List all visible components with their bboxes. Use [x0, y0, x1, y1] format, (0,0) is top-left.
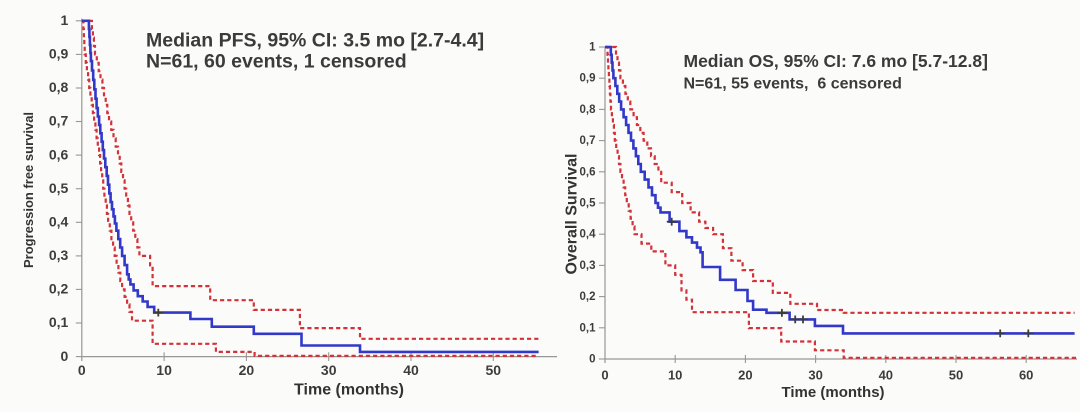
svg-text:0,4: 0,4 [580, 229, 597, 241]
svg-text:0,2: 0,2 [580, 291, 596, 303]
svg-text:0,6: 0,6 [49, 146, 69, 162]
svg-text:30: 30 [808, 367, 822, 382]
svg-text:Overall Survival: Overall Survival [564, 154, 581, 275]
svg-text:Median PFS, 95% CI: 3.5 mo [2.: Median PFS, 95% CI: 3.5 mo [2.7-4.4] [146, 29, 484, 51]
svg-text:20: 20 [239, 362, 255, 378]
svg-text:0,3: 0,3 [49, 247, 69, 263]
svg-text:0: 0 [589, 354, 595, 366]
svg-text:0,1: 0,1 [49, 314, 69, 330]
svg-text:0,9: 0,9 [580, 73, 596, 85]
svg-text:Median OS, 95% CI: 7.6 mo [5.7: Median OS, 95% CI: 7.6 mo [5.7-12.8] [684, 51, 988, 71]
svg-text:40: 40 [403, 362, 419, 378]
svg-text:0,7: 0,7 [49, 113, 69, 129]
svg-text:0,6: 0,6 [580, 166, 596, 178]
svg-text:0,8: 0,8 [580, 104, 597, 116]
svg-text:N=61, 60 events, 1 censored: N=61, 60 events, 1 censored [146, 51, 407, 73]
svg-text:N=61, 55 events, 6 censored: N=61, 55 events, 6 censored [684, 76, 902, 93]
svg-text:40: 40 [879, 367, 893, 382]
svg-text:Time (months): Time (months) [781, 384, 884, 401]
svg-text:0,8: 0,8 [49, 79, 69, 95]
svg-text:20: 20 [738, 367, 752, 382]
svg-text:10: 10 [668, 367, 682, 382]
svg-text:0: 0 [78, 362, 86, 378]
svg-text:50: 50 [949, 367, 963, 382]
svg-text:1: 1 [589, 42, 596, 54]
svg-text:60: 60 [1019, 367, 1033, 382]
svg-text:0,5: 0,5 [580, 198, 597, 210]
svg-text:0,1: 0,1 [580, 322, 597, 334]
svg-text:Progression free survival: Progression free survival [21, 112, 36, 268]
svg-text:0: 0 [601, 367, 608, 382]
svg-text:0: 0 [61, 348, 69, 364]
svg-text:0,9: 0,9 [49, 46, 69, 62]
svg-text:1: 1 [61, 12, 69, 28]
svg-text:0,4: 0,4 [49, 214, 69, 230]
svg-text:0,5: 0,5 [49, 180, 69, 196]
svg-text:30: 30 [321, 362, 337, 378]
svg-text:50: 50 [486, 362, 502, 378]
svg-text:0,2: 0,2 [49, 281, 69, 297]
svg-text:0,3: 0,3 [580, 260, 596, 272]
svg-text:Time (months): Time (months) [294, 382, 404, 399]
svg-text:0,7: 0,7 [580, 135, 596, 147]
svg-text:10: 10 [156, 362, 172, 378]
